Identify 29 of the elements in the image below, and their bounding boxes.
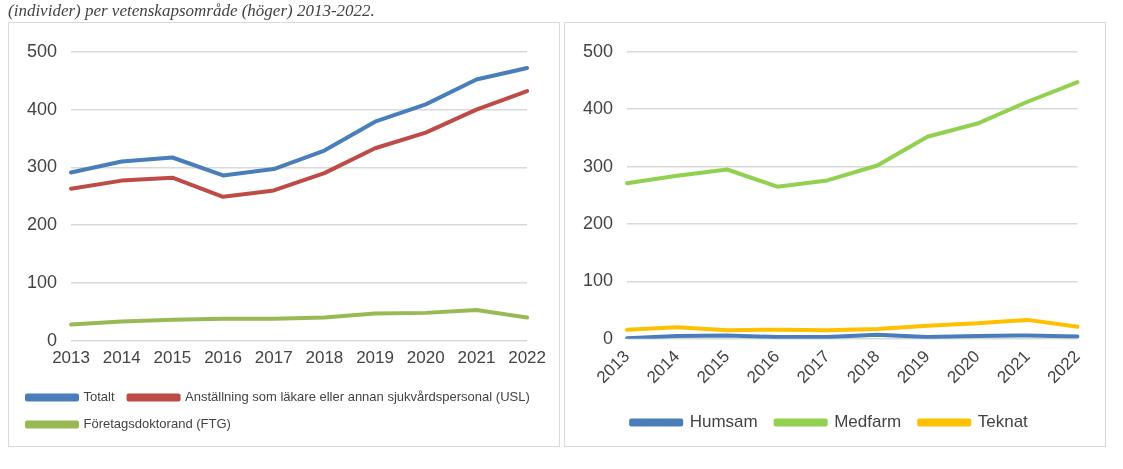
x-tick-label: 2019: [356, 348, 394, 368]
y-tick-label: 400: [26, 98, 58, 119]
x-tick-label: 2013: [52, 348, 90, 368]
x-tick-label: 2021: [457, 348, 496, 368]
y-tick-label: 300: [26, 156, 58, 177]
x-tick-label: 2018: [305, 348, 344, 368]
y-tick-label: 300: [582, 155, 614, 176]
x-tick-label: 2020: [406, 348, 445, 368]
y-tick-label: 400: [582, 98, 614, 119]
x-tick-label: 2014: [102, 348, 141, 368]
legend-label: Teknat: [977, 412, 1029, 432]
x-tick-label: 2022: [508, 348, 546, 368]
y-tick-label: 100: [26, 271, 58, 292]
x-tick-label: 2015: [153, 348, 192, 368]
text: (individer) per vetenskapsområde (höger) 2013-2022.: [8, 0, 376, 22]
y-tick-label: 0: [603, 327, 614, 348]
y-tick-label: 500: [582, 40, 614, 61]
y-tick-label: 200: [582, 212, 614, 233]
x-tick-label: 2016: [204, 348, 242, 368]
x-tick-label: 2017: [254, 348, 293, 368]
legend-label: Företagsdoktorand (FTG): [83, 416, 231, 432]
legend-label: Totalt: [83, 389, 115, 405]
legend-label: Humsam: [689, 412, 758, 432]
y-tick-label: 500: [26, 40, 58, 61]
y-tick-label: 0: [47, 329, 58, 350]
legend-label: Medfarm: [834, 412, 902, 432]
y-tick-label: 100: [582, 270, 614, 291]
legend-label: Anställning som läkare eller annan sjukvårdspersonal (USL): [185, 389, 530, 405]
y-tick-label: 200: [26, 214, 58, 235]
